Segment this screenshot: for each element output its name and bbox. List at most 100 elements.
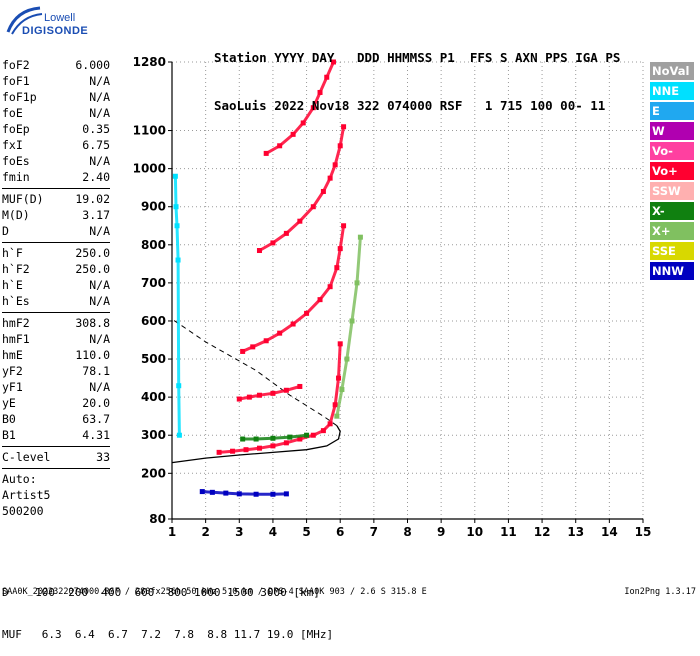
echo-trace [258, 125, 346, 252]
legend-item: W [650, 122, 694, 140]
param-row: foF1 N/A [2, 73, 110, 89]
x-tick-label: 11 [500, 525, 517, 539]
ionogram-chart: 1 2 3 4 5 6 7 8 9 10 11 12 13 14 158020030040050060070… [133, 55, 652, 539]
echo-trace [237, 385, 302, 401]
param-value: 6.75 [82, 138, 110, 152]
legend-item: NNE [650, 82, 694, 100]
chart-axes [168, 61, 644, 523]
y-tick-label: 700 [141, 276, 166, 290]
x-tick-label: 2 [201, 525, 209, 539]
param-name: B0 [2, 412, 16, 426]
legend-item: X- [650, 202, 694, 220]
param-value: 19.02 [75, 192, 110, 206]
polarization-legend: NoVal NNE E W Vo- Vo+ SSW X- X+ SSE NNW [650, 62, 694, 282]
param-row: fmin 2.40 [2, 169, 110, 185]
param-group: MUF(D) 19.02 M(D) 3.17 D N/A [2, 191, 110, 239]
param-value: 6.000 [75, 58, 110, 72]
param-value: 308.8 [75, 316, 110, 330]
param-value: 2.40 [82, 170, 110, 184]
param-value: N/A [89, 332, 110, 346]
param-row: hmE 110.0 [2, 347, 110, 363]
param-name: B1 [2, 428, 16, 442]
param-name: D [2, 224, 9, 238]
x-tick-label: 8 [403, 525, 411, 539]
echo-trace-points [172, 59, 363, 497]
param-row: B1 4.31 [2, 427, 110, 443]
echo-trace [217, 342, 342, 454]
param-row-clevel: C-level 33 [2, 449, 110, 465]
x-tick-label: 5 [302, 525, 310, 539]
file-info-footer: SAA0K_2022322074000.RSF / 280fx256h 50 k… [2, 586, 698, 598]
param-row: h`F2 250.0 [2, 261, 110, 277]
x-tick-label: 4 [269, 525, 277, 539]
echo-trace [335, 235, 362, 418]
param-row: foEs N/A [2, 153, 110, 169]
params-divider [2, 188, 110, 189]
echo-trace [241, 433, 309, 441]
param-name: hmF2 [2, 316, 30, 330]
auto-label: Auto: [2, 472, 37, 486]
param-name: h`F [2, 246, 23, 260]
header-line2: SaoLuis 2022 Nov18 322 074000 RSF 1 715 … [214, 98, 606, 113]
legend-item: X+ [650, 222, 694, 240]
logo-line1: Lowell [44, 12, 76, 24]
param-name: yF1 [2, 380, 23, 394]
param-name: MUF(D) [2, 192, 44, 206]
x-tick-label: 14 [601, 525, 618, 539]
param-row: yF2 78.1 [2, 363, 110, 379]
params-divider [2, 468, 110, 469]
legend-item: E [650, 102, 694, 120]
param-row: M(D) 3.17 [2, 207, 110, 223]
param-row: h`F 250.0 [2, 245, 110, 261]
param-name: foF1p [2, 90, 37, 104]
y-tick-label: 1280 [133, 55, 166, 69]
param-name: h`Es [2, 294, 30, 308]
param-value: 78.1 [82, 364, 110, 378]
legend-item: SSW [650, 182, 694, 200]
param-name: h`E [2, 278, 23, 292]
legend-item: NNW [650, 262, 694, 280]
station-header: Station YYYY DAY DDD HHMMSS P1 FFS S AXN… [214, 18, 620, 130]
param-row: foF2 6.000 [2, 57, 110, 73]
param-row: hmF2 308.8 [2, 315, 110, 331]
muf-distance-row: D 100 200 400 600 800 1000 1500 3000 [km… [2, 586, 320, 599]
param-value: 110.0 [75, 348, 110, 362]
param-value: N/A [89, 224, 110, 238]
logo-arc-icon [6, 6, 43, 35]
param-value: N/A [89, 106, 110, 120]
x-tick-label: 6 [336, 525, 344, 539]
auto-version: 500200 [2, 504, 44, 518]
param-row: B0 63.7 [2, 411, 110, 427]
param-name: hmE [2, 348, 23, 362]
param-row: foF1p N/A [2, 89, 110, 105]
logo-line2: DIGISONDE [22, 25, 89, 37]
param-value: N/A [89, 278, 110, 292]
x-tick-label: 15 [635, 525, 652, 539]
profile-curve-dashed [171, 318, 338, 427]
param-row: h`E N/A [2, 277, 110, 293]
y-tick-label: 400 [141, 390, 166, 404]
param-name: C-level [2, 450, 51, 464]
param-value: 63.7 [82, 412, 110, 426]
legend-item: NoVal [650, 62, 694, 80]
param-value: N/A [89, 90, 110, 104]
legend-item: Vo- [650, 142, 694, 160]
auto-artist: Artist5 [2, 488, 51, 502]
legend-item: SSE [650, 242, 694, 260]
param-row: h`Es N/A [2, 293, 110, 309]
chart-tick-labels: 1 2 3 4 5 6 7 8 9 10 11 12 13 14 158020030040050060070… [133, 55, 652, 539]
param-row: foEp 0.35 [2, 121, 110, 137]
y-tick-label: 500 [141, 352, 166, 366]
param-row: MUF(D) 19.02 [2, 191, 110, 207]
param-row: D N/A [2, 223, 110, 239]
params-divider [2, 242, 110, 243]
param-value: 4.31 [82, 428, 110, 442]
x-tick-label: 7 [370, 525, 378, 539]
param-name: foE [2, 106, 23, 120]
y-tick-label: 900 [141, 200, 166, 214]
software-version: Ion2Png 1.3.17 [624, 587, 696, 597]
param-name: hmF1 [2, 332, 30, 346]
digisonde-logo: Lowell DIGISONDE [2, 2, 112, 42]
x-tick-label: 9 [437, 525, 445, 539]
x-tick-label: 1 [168, 525, 176, 539]
